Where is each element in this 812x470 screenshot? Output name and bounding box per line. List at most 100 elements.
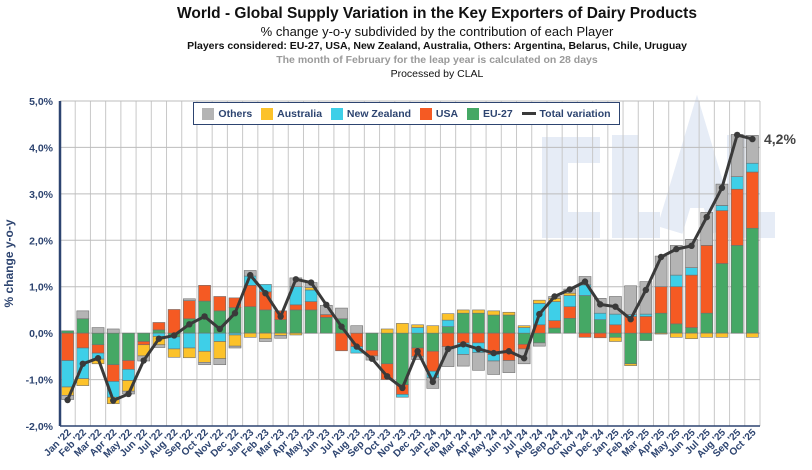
bar-segment-usa	[91, 344, 105, 354]
bar-segment-australia	[715, 332, 729, 338]
last-value-label: 4,2%	[764, 131, 796, 147]
bar-segment-australia	[167, 348, 181, 358]
bar-segment-australia	[396, 323, 409, 334]
total-variation-point	[551, 293, 558, 300]
bar-segment-usa	[122, 360, 135, 370]
bar-segment-usa	[563, 306, 577, 319]
bar-segment-new-zealand	[396, 394, 409, 398]
bar-segment-australia	[609, 337, 622, 342]
bar-segment-eu-27	[593, 319, 607, 334]
legend-item-new-zealand[interactable]: New Zealand	[330, 107, 411, 120]
bar-segment-new-zealand	[730, 176, 744, 190]
y-tick-label: 5,0%	[29, 96, 54, 108]
bar-segment-eu-27	[76, 318, 90, 334]
bar-segment-new-zealand	[183, 332, 196, 349]
bar-segment-usa	[548, 320, 561, 329]
bar-segment-australia	[502, 311, 516, 316]
chart-title: World - Global Supply Variation in the K…	[177, 5, 697, 22]
bar-segment-new-zealand	[167, 336, 181, 350]
total-variation-point	[475, 345, 482, 353]
bar-segment-usa	[746, 171, 759, 229]
total-variation-point	[216, 325, 223, 333]
bar-segment-usa	[106, 364, 120, 382]
bar-segment-usa	[152, 322, 166, 331]
bar-segment-others	[654, 255, 668, 288]
bar-segment-new-zealand	[122, 369, 135, 381]
bar-segment-new-zealand	[746, 162, 759, 173]
total-variation-point	[231, 309, 239, 317]
bar-segment-new-zealand	[198, 332, 211, 352]
bar-segment-australia	[183, 347, 196, 359]
bar-segment-others	[472, 352, 485, 371]
bar-segment-australia	[441, 313, 455, 321]
bar-segment-eu-27	[639, 332, 653, 341]
total-variation-point	[170, 332, 178, 339]
bar-segment-others	[456, 354, 470, 367]
legend-item-australia[interactable]: Australia	[261, 107, 322, 120]
bar-segment-new-zealand	[685, 267, 698, 276]
bar-segment-others	[502, 360, 516, 373]
bar-segment-others	[411, 356, 424, 360]
bar-segment-eu-27	[715, 263, 729, 334]
bar-segment-usa	[167, 309, 181, 334]
bar-segment-usa	[670, 286, 683, 325]
players-note: Players considered: EU-27, USA, New Zeal…	[187, 40, 687, 52]
total-variation-point	[79, 360, 87, 367]
leap-year-note: The month of February for the leap year …	[276, 54, 598, 66]
total-variation-point	[94, 355, 102, 362]
bar-segment-others	[730, 134, 744, 177]
bar-segment-australia	[426, 325, 440, 334]
total-variation-point	[581, 278, 589, 285]
legend-label: EU-27	[482, 107, 513, 120]
total-variation-point	[733, 131, 741, 139]
bar-segment-others	[487, 360, 500, 375]
bar-segment-eu-27	[243, 306, 257, 334]
bar-segment-eu-27	[304, 309, 318, 334]
chart-subtitle: % change y-o-y subdivided by the contrib…	[260, 24, 614, 39]
bar-segment-usa	[76, 332, 90, 349]
total-variation-point	[749, 135, 756, 143]
bar-segment-new-zealand	[715, 205, 729, 211]
bar-segment-usa	[289, 304, 303, 311]
bar-segment-australia	[533, 299, 546, 304]
bar-segment-new-zealand	[61, 360, 74, 388]
legend-item-usa[interactable]: USA	[419, 107, 458, 120]
bar-segment-eu-27	[533, 332, 546, 344]
legend-item-eu27[interactable]: EU-27	[466, 107, 513, 120]
bar-segment-others	[106, 328, 120, 334]
bar-segment-eu-27	[380, 332, 394, 365]
bar-segment-eu-27	[685, 327, 698, 334]
total-variation-point	[673, 245, 680, 253]
bar-segment-australia	[563, 292, 577, 296]
total-variation-point	[186, 321, 193, 328]
bar-segment-eu-27	[456, 312, 470, 334]
bar-segment-others	[213, 358, 227, 366]
total-variation-point	[718, 184, 726, 192]
total-variation-point	[460, 341, 467, 348]
y-tick-label: -1,0%	[26, 375, 54, 387]
bar-segment-eu-27	[152, 329, 166, 334]
bar-segment-eu-27	[670, 323, 683, 334]
legend-item-others[interactable]: Others	[202, 107, 252, 120]
legend-item-total-variation[interactable]: Total variation	[521, 108, 611, 120]
bar-segment-others	[91, 327, 105, 334]
bar-segment-usa	[304, 301, 318, 311]
bar-segment-usa	[61, 332, 74, 361]
bar-segment-others	[670, 245, 683, 276]
bar-segment-others	[746, 135, 759, 164]
bar-segment-others	[533, 342, 546, 347]
bar-segment-others	[335, 307, 348, 320]
watermark-letter	[612, 135, 660, 238]
bar-segment-usa	[700, 245, 714, 314]
total-variation-point	[688, 242, 695, 250]
bar-segment-new-zealand	[609, 313, 622, 326]
y-tick-label: 2,0%	[29, 235, 54, 247]
total-variation-point	[505, 348, 513, 355]
total-variation-point	[277, 313, 284, 320]
total-variation-point	[520, 355, 528, 362]
bar-segment-new-zealand	[304, 289, 318, 302]
y-tick-label: 1,0%	[29, 282, 54, 294]
bar-segment-eu-27	[441, 326, 455, 334]
bar-segment-australia	[259, 332, 272, 340]
total-variation-point	[247, 271, 254, 279]
